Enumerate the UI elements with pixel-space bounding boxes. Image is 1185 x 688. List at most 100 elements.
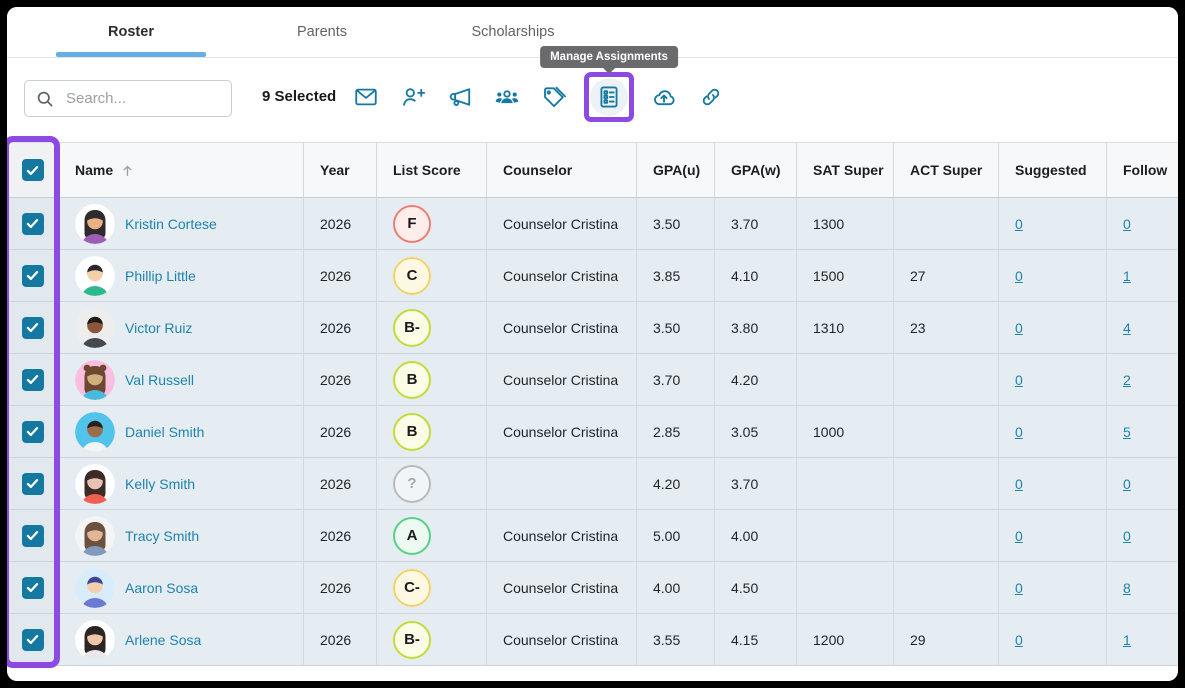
row-select-cell bbox=[7, 354, 59, 406]
column-header-list-score[interactable]: List Score bbox=[377, 142, 487, 198]
suggested-count-link[interactable]: 0 bbox=[1015, 267, 1023, 284]
follow-count-link[interactable]: 0 bbox=[1123, 215, 1131, 232]
table-row: Aaron Sosa 2026 C- Counselor Cristina 4.00 4.… bbox=[7, 562, 1178, 614]
row-checkbox[interactable] bbox=[21, 212, 44, 235]
row-checkbox[interactable] bbox=[21, 524, 44, 547]
row-checkbox[interactable] bbox=[21, 264, 44, 287]
email-icon[interactable] bbox=[353, 84, 379, 110]
row-checkbox[interactable] bbox=[21, 576, 44, 599]
upload-icon[interactable] bbox=[651, 84, 677, 110]
manage-assignments-icon[interactable] bbox=[596, 84, 622, 110]
row-select-cell bbox=[7, 198, 59, 250]
select-all-checkbox[interactable] bbox=[21, 159, 44, 181]
search-box[interactable] bbox=[24, 80, 232, 117]
tab-roster[interactable]: Roster bbox=[56, 7, 206, 57]
suggested-count-link[interactable]: 0 bbox=[1015, 527, 1023, 544]
suggested-count-link[interactable]: 0 bbox=[1015, 319, 1023, 336]
group-icon[interactable] bbox=[494, 84, 520, 110]
suggested-count-link[interactable]: 0 bbox=[1015, 215, 1023, 232]
sat-super-cell: 1200 bbox=[797, 614, 894, 666]
sat-super-cell: 1310 bbox=[797, 302, 894, 354]
student-name-link[interactable]: Tracy Smith bbox=[125, 527, 200, 544]
column-header-label: List Score bbox=[393, 162, 461, 178]
suggested-count-link[interactable]: 0 bbox=[1015, 423, 1023, 440]
student-avatar bbox=[75, 515, 115, 556]
follow-count-link[interactable]: 2 bbox=[1123, 371, 1131, 388]
follow-count-link[interactable]: 0 bbox=[1123, 527, 1131, 544]
add-student-icon[interactable] bbox=[400, 84, 426, 110]
follow-count-link[interactable]: 0 bbox=[1123, 475, 1131, 492]
row-checkbox[interactable] bbox=[21, 368, 44, 391]
suggested-cell: 0 bbox=[999, 406, 1107, 458]
announcement-icon[interactable] bbox=[447, 84, 473, 110]
suggested-count-link[interactable]: 0 bbox=[1015, 631, 1023, 648]
student-name-link[interactable]: Kristin Cortese bbox=[125, 215, 217, 232]
list-score-badge: F bbox=[393, 204, 431, 243]
row-checkbox[interactable] bbox=[21, 472, 44, 495]
list-score-badge: A bbox=[393, 516, 431, 555]
column-header-label: Counselor bbox=[503, 162, 573, 178]
follow-count-link[interactable]: 1 bbox=[1123, 631, 1131, 648]
table-header-row: Name Year List Score Counselor GPA(u) GPA(w) S… bbox=[7, 142, 1178, 198]
student-name-link[interactable]: Kelly Smith bbox=[125, 475, 196, 492]
list-score-cell: B bbox=[377, 354, 487, 406]
row-checkbox[interactable] bbox=[21, 628, 44, 651]
column-header-label: GPA(u) bbox=[653, 162, 701, 178]
act-super-cell: 29 bbox=[894, 614, 999, 666]
suggested-count-link[interactable]: 0 bbox=[1015, 371, 1023, 388]
suggested-cell: 0 bbox=[999, 198, 1107, 250]
counselor-cell: Counselor Cristina bbox=[487, 354, 637, 406]
student-name-link[interactable]: Phillip Little bbox=[125, 267, 196, 284]
follow-cell: 4 bbox=[1107, 302, 1178, 354]
column-header-act-super[interactable]: ACT Super bbox=[894, 142, 999, 198]
counselor-cell: Counselor Cristina bbox=[487, 302, 637, 354]
table-row: Tracy Smith 2026 A Counselor Cristina 5.00 4.… bbox=[7, 510, 1178, 562]
counselor-cell: Counselor Cristina bbox=[487, 562, 637, 614]
column-header-name[interactable]: Name bbox=[59, 142, 304, 198]
row-checkbox[interactable] bbox=[21, 316, 44, 339]
student-name-link[interactable]: Aaron Sosa bbox=[125, 579, 199, 596]
column-header-gpa-w-[interactable]: GPA(w) bbox=[715, 142, 797, 198]
student-name-link[interactable]: Daniel Smith bbox=[125, 423, 205, 440]
suggested-count-link[interactable]: 0 bbox=[1015, 475, 1023, 492]
student-name-link[interactable]: Victor Ruiz bbox=[125, 319, 193, 336]
column-header-year[interactable]: Year bbox=[304, 142, 377, 198]
list-score-badge: ? bbox=[393, 464, 431, 503]
tab-parents[interactable]: Parents bbox=[297, 24, 347, 40]
link-icon[interactable] bbox=[698, 84, 724, 110]
act-super-cell bbox=[894, 458, 999, 510]
list-score-cell: B- bbox=[377, 614, 487, 666]
follow-cell: 1 bbox=[1107, 250, 1178, 302]
follow-count-link[interactable]: 4 bbox=[1123, 319, 1131, 336]
follow-cell: 5 bbox=[1107, 406, 1178, 458]
suggested-cell: 0 bbox=[999, 614, 1107, 666]
follow-count-link[interactable]: 1 bbox=[1123, 267, 1131, 284]
row-select-cell bbox=[7, 614, 59, 666]
suggested-count-link[interactable]: 0 bbox=[1015, 579, 1023, 596]
student-name-link[interactable]: Val Russell bbox=[125, 371, 194, 388]
list-score-badge: B- bbox=[393, 620, 431, 659]
tab-scholarships[interactable]: Scholarships bbox=[471, 24, 555, 40]
row-checkbox[interactable] bbox=[21, 420, 44, 443]
student-name-link[interactable]: Arlene Sosa bbox=[125, 631, 202, 648]
search-input[interactable] bbox=[64, 89, 221, 108]
column-header-suggested[interactable]: Suggested bbox=[999, 142, 1107, 198]
year-cell: 2026 bbox=[304, 562, 377, 614]
follow-count-link[interactable]: 8 bbox=[1123, 579, 1131, 596]
act-super-cell: 27 bbox=[894, 250, 999, 302]
student-name-cell: Victor Ruiz bbox=[59, 302, 304, 354]
column-header-sat-super[interactable]: SAT Super bbox=[797, 142, 894, 198]
follow-count-link[interactable]: 5 bbox=[1123, 423, 1131, 440]
suggested-cell: 0 bbox=[999, 562, 1107, 614]
tags-icon[interactable] bbox=[541, 84, 567, 110]
counselor-cell bbox=[487, 458, 637, 510]
year-cell: 2026 bbox=[304, 614, 377, 666]
column-header-gpa-u-[interactable]: GPA(u) bbox=[637, 142, 715, 198]
act-super-cell bbox=[894, 354, 999, 406]
gpa-weighted-cell: 4.10 bbox=[715, 250, 797, 302]
student-avatar bbox=[75, 359, 115, 400]
column-header-counselor[interactable]: Counselor bbox=[487, 142, 637, 198]
follow-cell: 0 bbox=[1107, 198, 1178, 250]
table-row: Daniel Smith 2026 B Counselor Cristina 2.85 3… bbox=[7, 406, 1178, 458]
column-header-follow[interactable]: Follow bbox=[1107, 142, 1178, 198]
